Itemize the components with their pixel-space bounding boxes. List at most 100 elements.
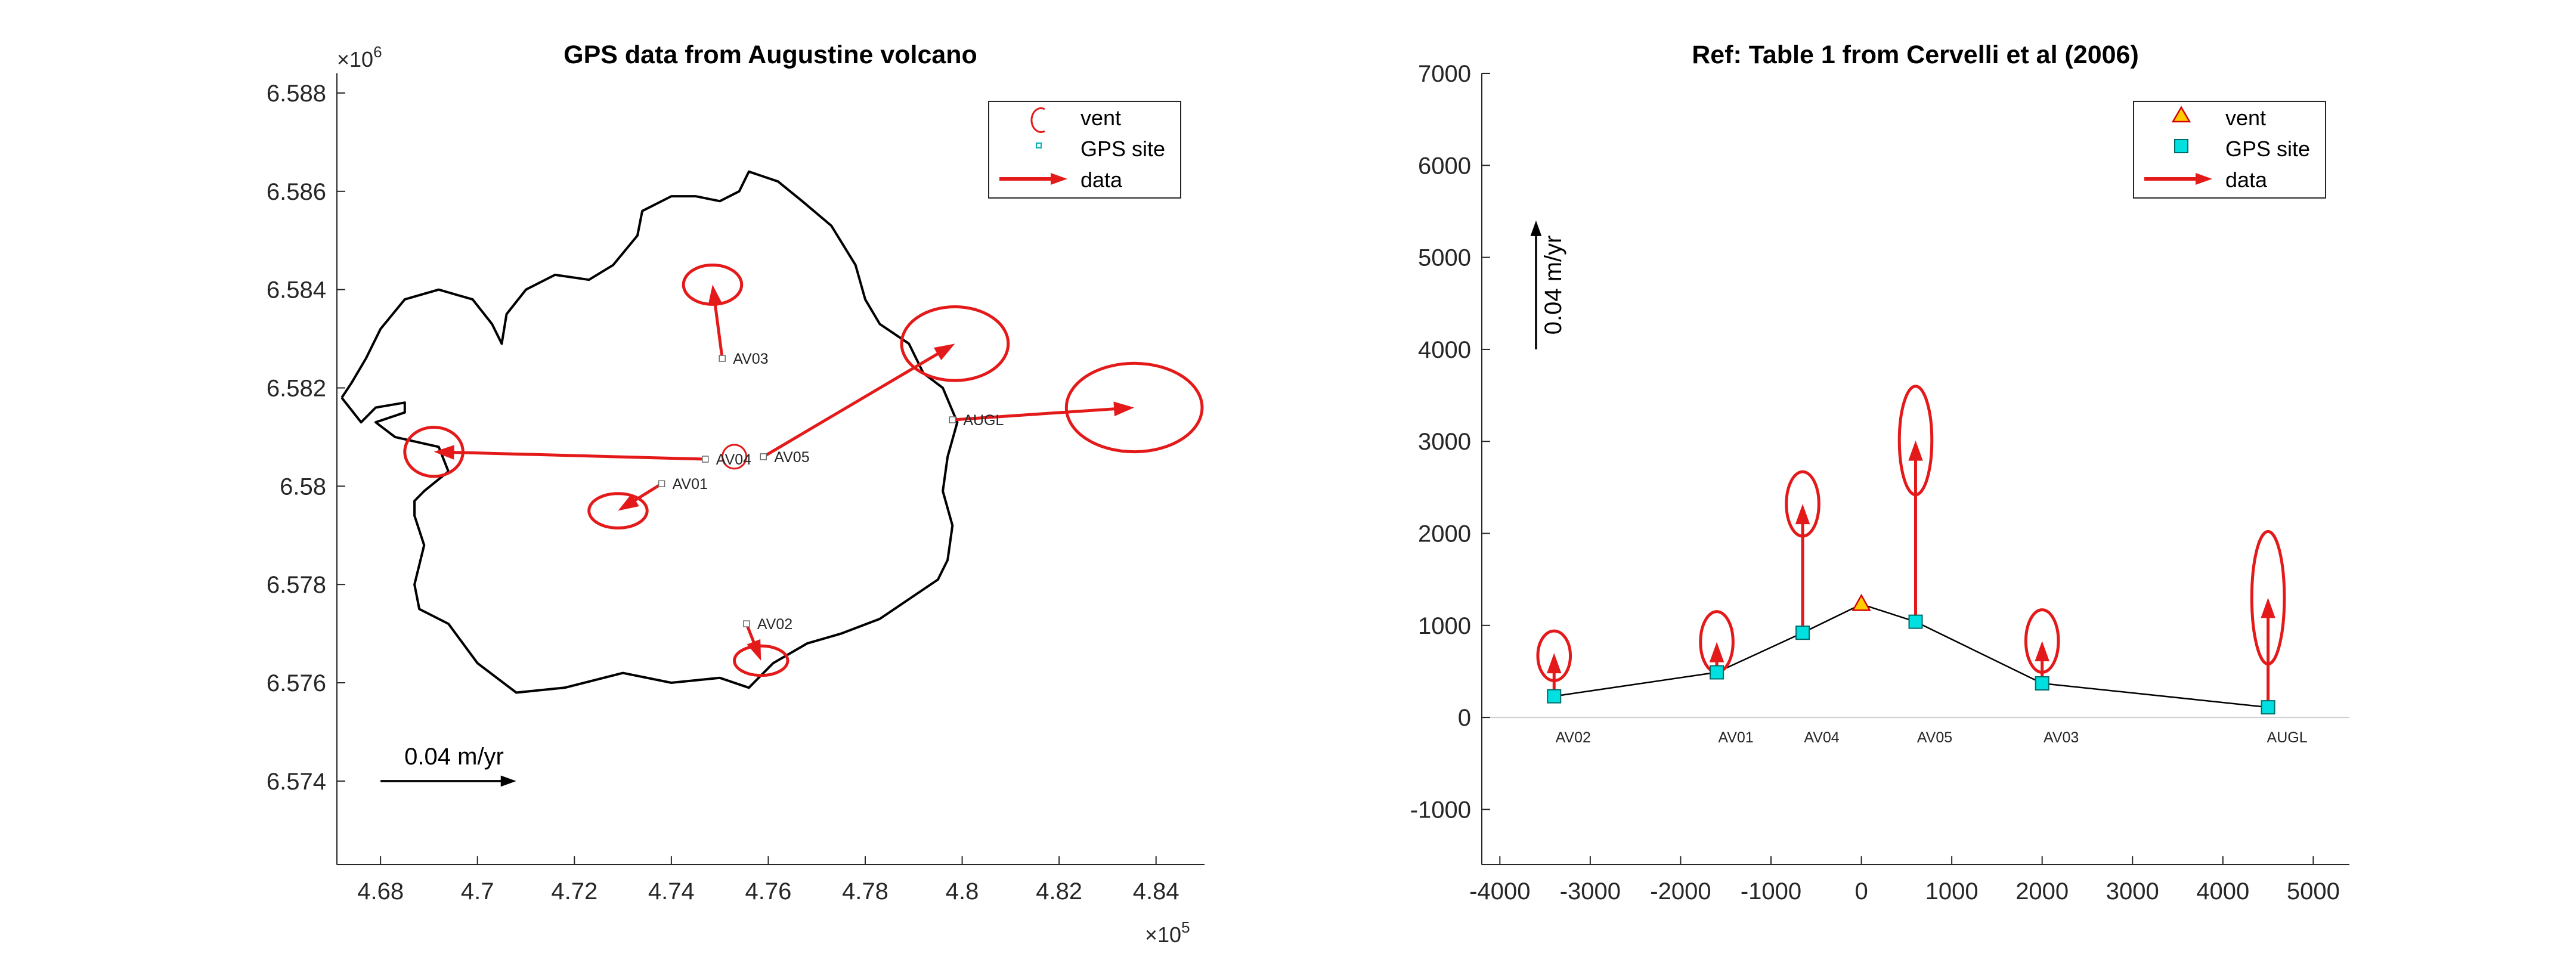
site-label-av02: AV02 (757, 616, 792, 633)
error-ellipse-av05 (900, 305, 1010, 382)
velocity-arrows (1547, 440, 2275, 708)
profile-x-tick-label: -1000 (1741, 878, 1801, 905)
map-y-tick-label: 6.58 (280, 473, 326, 500)
velocity-arrow-av05 (763, 343, 955, 459)
site-label-av01: AV01 (673, 476, 708, 493)
gps-site-markers: AV02 AV01 AV04 AV05 AV03 AUGL (1547, 614, 2308, 746)
profile-x-tick-label: 1000 (1925, 878, 1979, 905)
profile-axes: AV02 AV01 AV04 AV05 AV03 AUGL 0.04 m/yr -4000… (1410, 41, 2349, 905)
site-label-av04: AV04 (1804, 729, 1839, 746)
coastline-path (340, 170, 959, 694)
map-x-tick-label: 4.68 (357, 878, 404, 905)
site-label-augl: AUGL (2267, 729, 2308, 746)
map-x-tick-label: 4.78 (842, 878, 888, 905)
vent-circle (722, 444, 748, 470)
scale-arrow-line (1530, 220, 1542, 349)
profile-x-tick-label: -3000 (1560, 878, 1621, 905)
y-exponent-power: 6 (373, 43, 382, 61)
error-ellipse-av01 (587, 492, 649, 530)
map-y-tick-label: 6.588 (267, 80, 326, 107)
svg-text:×105: ×105 (1145, 918, 1190, 947)
profile-x-tick-label: 3000 (2106, 878, 2159, 905)
map-x-tick-label: 4.84 (1133, 878, 1179, 905)
map-x-tick-label: 4.74 (648, 878, 695, 905)
velocity-arrow-augl (952, 401, 1135, 422)
profile-axis-lines (1481, 73, 2349, 865)
gps-site-augl (949, 416, 956, 423)
velocity-arrows (434, 284, 1135, 661)
map-title: GPS data from Augustine volcano (564, 41, 977, 69)
legend-gps-site-label: GPS site (2225, 137, 2310, 161)
gps-site-av03 (719, 355, 726, 362)
site-label-av03: AV03 (733, 351, 768, 367)
map-y-tick-label: 6.574 (267, 769, 326, 795)
legend-gps-site-symbol (1036, 143, 1042, 148)
vent-marker (1852, 593, 1871, 611)
y-exponent-base: ×10 (337, 47, 373, 72)
map-y-tick-label: 6.584 (267, 277, 326, 304)
profile-x-tick-label: -2000 (1650, 878, 1711, 905)
map-y-tick-label: 6.586 (267, 179, 326, 205)
site-label-av04: AV04 (716, 451, 751, 468)
profile-y-tick-label: 0 (1458, 705, 1471, 731)
profile-y-tick-label: 4000 (1418, 337, 1471, 363)
map-axis-lines (336, 73, 1205, 865)
scale-arrow-label: 0.04 m/yr (1540, 236, 1566, 335)
profile-y-tick-label: 5000 (1418, 245, 1471, 271)
legend-gps-site-symbol (2174, 139, 2188, 153)
gps-site-markers: AV01 AV02 AV03 AV04 AV05 AUGL (658, 351, 1004, 633)
gps-site-av01 (658, 480, 665, 487)
site-label-av02: AV02 (1556, 729, 1591, 746)
scale-arrow: 0.04 m/yr (380, 744, 516, 787)
site-label-av01: AV01 (1718, 729, 1753, 746)
legend-vent-symbol (1030, 107, 1045, 133)
gps-site-av04 (1795, 626, 1810, 640)
gps-site-av05 (760, 453, 767, 460)
profile-x-ticks: -4000 -3000 -2000 -1000 0 1000 2000 3000 4000 500… (1469, 856, 2340, 905)
gps-site-av01 (1710, 665, 1724, 680)
legend-gps-site-label: GPS site (1080, 137, 1165, 161)
profile-legend-box (2133, 101, 2326, 199)
gps-site-av05 (1908, 614, 1923, 629)
gps-site-av03 (2035, 676, 2049, 691)
scale-arrow-line (380, 775, 516, 787)
error-ellipse-augl (1064, 361, 1204, 454)
legend-vent-symbol (2171, 106, 2191, 123)
error-ellipse-av02 (733, 644, 789, 677)
profile-y-tick-label: 2000 (1418, 521, 1471, 547)
legend-vent-label: vent (1080, 106, 1121, 130)
scale-arrow-label: 0.04 m/yr (404, 744, 504, 770)
scale-arrow: 0.04 m/yr (1530, 220, 1566, 349)
profile-x-tick-label: -4000 (1469, 878, 1530, 905)
profile-x-tick-label: 2000 (2015, 878, 2069, 905)
legend-data-label: data (2225, 168, 2268, 192)
map-x-tick-label: 4.72 (551, 878, 597, 905)
gps-site-av02 (1547, 689, 1562, 704)
map-y-exponent: ×106 (337, 43, 382, 72)
map-plot-area (337, 73, 1205, 865)
profile-y-tick-label: 1000 (1418, 613, 1471, 639)
gps-site-av02 (743, 620, 750, 627)
profile-x-tick-label: 0 (1854, 878, 1868, 905)
velocity-arrow-av04 (1795, 504, 1810, 633)
svg-text:×106: ×106 (337, 43, 382, 72)
profile-y-tick-label: 3000 (1418, 429, 1471, 455)
map-x-exponent: ×105 (1145, 918, 1190, 947)
map-x-tick-label: 4.76 (745, 878, 792, 905)
profile-y-tick-label: 6000 (1418, 153, 1471, 179)
profile-y-tick-label: -1000 (1410, 797, 1471, 823)
site-label-av05: AV05 (1917, 729, 1952, 746)
map-legend-box (988, 101, 1181, 199)
gps-site-av04 (702, 456, 709, 463)
velocity-arrow-av01 (618, 482, 662, 511)
site-label-av03: AV03 (2044, 729, 2079, 746)
profile-x-tick-label: 4000 (2196, 878, 2249, 905)
vent-triangle (1852, 593, 1871, 611)
map-x-tick-label: 4.7 (461, 878, 494, 905)
legend-data-label: data (1080, 168, 1123, 192)
legend-data-symbol (999, 173, 1067, 185)
profile-title: Ref: Table 1 from Cervelli et al (2006) (1692, 41, 2139, 69)
velocity-arrow-av03 (708, 284, 724, 359)
